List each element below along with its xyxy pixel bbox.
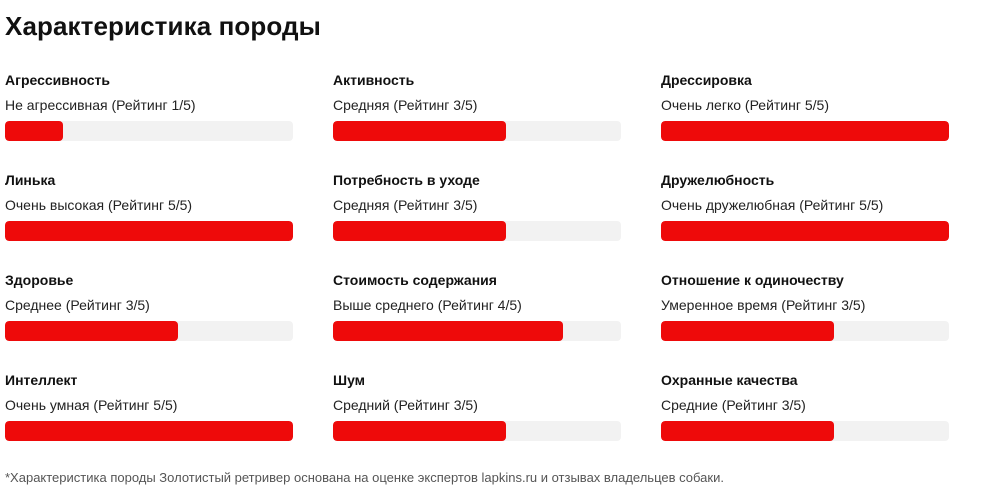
trait-name: Потребность в уходе	[333, 172, 480, 188]
rating-bar-fill	[661, 421, 834, 441]
trait-name: Здоровье	[5, 272, 74, 288]
trait-name: Отношение к одиночеству	[661, 272, 844, 288]
rating-bar	[5, 421, 293, 441]
rating-bar	[5, 121, 293, 141]
trait-value: Очень умная (Рейтинг 5/5)	[5, 397, 178, 413]
rating-bar-fill	[661, 221, 949, 241]
trait-name: Дружелюбность	[661, 172, 775, 188]
rating-bar	[661, 221, 949, 241]
rating-bar-fill	[333, 321, 564, 341]
rating-bar	[333, 121, 621, 141]
rating-bar	[5, 221, 293, 241]
rating-bar-fill	[333, 221, 506, 241]
trait-item: Стоимость содержания Выше среднего (Рейт…	[333, 270, 621, 350]
trait-name: Интеллект	[5, 372, 78, 388]
rating-bar-fill	[5, 121, 63, 141]
trait-value: Средний (Рейтинг 3/5)	[333, 397, 478, 413]
rating-bar	[333, 221, 621, 241]
rating-bar	[661, 421, 949, 441]
trait-item: Интеллект Очень умная (Рейтинг 5/5)	[5, 370, 293, 450]
trait-item: Линька Очень высокая (Рейтинг 5/5)	[5, 170, 293, 250]
trait-value: Среднее (Рейтинг 3/5)	[5, 297, 150, 313]
rating-bar-fill	[5, 321, 178, 341]
rating-bar-fill	[661, 121, 949, 141]
trait-item: Отношение к одиночеству Умеренное время …	[661, 270, 949, 350]
trait-item: Агрессивность Не агрессивная (Рейтинг 1/…	[5, 70, 293, 150]
rating-bar-fill	[5, 221, 293, 241]
rating-bar	[333, 421, 621, 441]
trait-name: Дрессировка	[661, 72, 752, 88]
trait-value: Средние (Рейтинг 3/5)	[661, 397, 806, 413]
rating-bar	[661, 321, 949, 341]
trait-name: Активность	[333, 72, 415, 88]
trait-value: Умеренное время (Рейтинг 3/5)	[661, 297, 866, 313]
trait-value: Средняя (Рейтинг 3/5)	[333, 97, 478, 113]
trait-item: Шум Средний (Рейтинг 3/5)	[333, 370, 621, 450]
rating-bar-fill	[5, 421, 293, 441]
trait-value: Средняя (Рейтинг 3/5)	[333, 197, 478, 213]
trait-value: Выше среднего (Рейтинг 4/5)	[333, 297, 522, 313]
rating-bar-fill	[333, 421, 506, 441]
trait-name: Линька	[5, 172, 56, 188]
page-title: Характеристика породы	[5, 11, 321, 41]
rating-bar-fill	[661, 321, 834, 341]
trait-value: Очень высокая (Рейтинг 5/5)	[5, 197, 193, 213]
rating-bar-fill	[333, 121, 506, 141]
rating-bar	[661, 121, 949, 141]
footnote: *Характеристика породы Золотистый ретрив…	[5, 470, 724, 485]
rating-bar	[333, 321, 621, 341]
trait-value: Не агрессивная (Рейтинг 1/5)	[5, 97, 196, 113]
trait-item: Дрессировка Очень легко (Рейтинг 5/5)	[661, 70, 949, 150]
trait-item: Потребность в уходе Средняя (Рейтинг 3/5…	[333, 170, 621, 250]
trait-name: Шум	[333, 372, 366, 388]
trait-name: Охранные качества	[661, 372, 798, 388]
trait-item: Здоровье Среднее (Рейтинг 3/5)	[5, 270, 293, 350]
trait-value: Очень дружелюбная (Рейтинг 5/5)	[661, 197, 884, 213]
trait-item: Дружелюбность Очень дружелюбная (Рейтинг…	[661, 170, 949, 250]
trait-item: Охранные качества Средние (Рейтинг 3/5)	[661, 370, 949, 450]
trait-name: Агрессивность	[5, 72, 110, 88]
trait-name: Стоимость содержания	[333, 272, 497, 288]
trait-value: Очень легко (Рейтинг 5/5)	[661, 97, 829, 113]
trait-item: Активность Средняя (Рейтинг 3/5)	[333, 70, 621, 150]
rating-bar	[5, 321, 293, 341]
